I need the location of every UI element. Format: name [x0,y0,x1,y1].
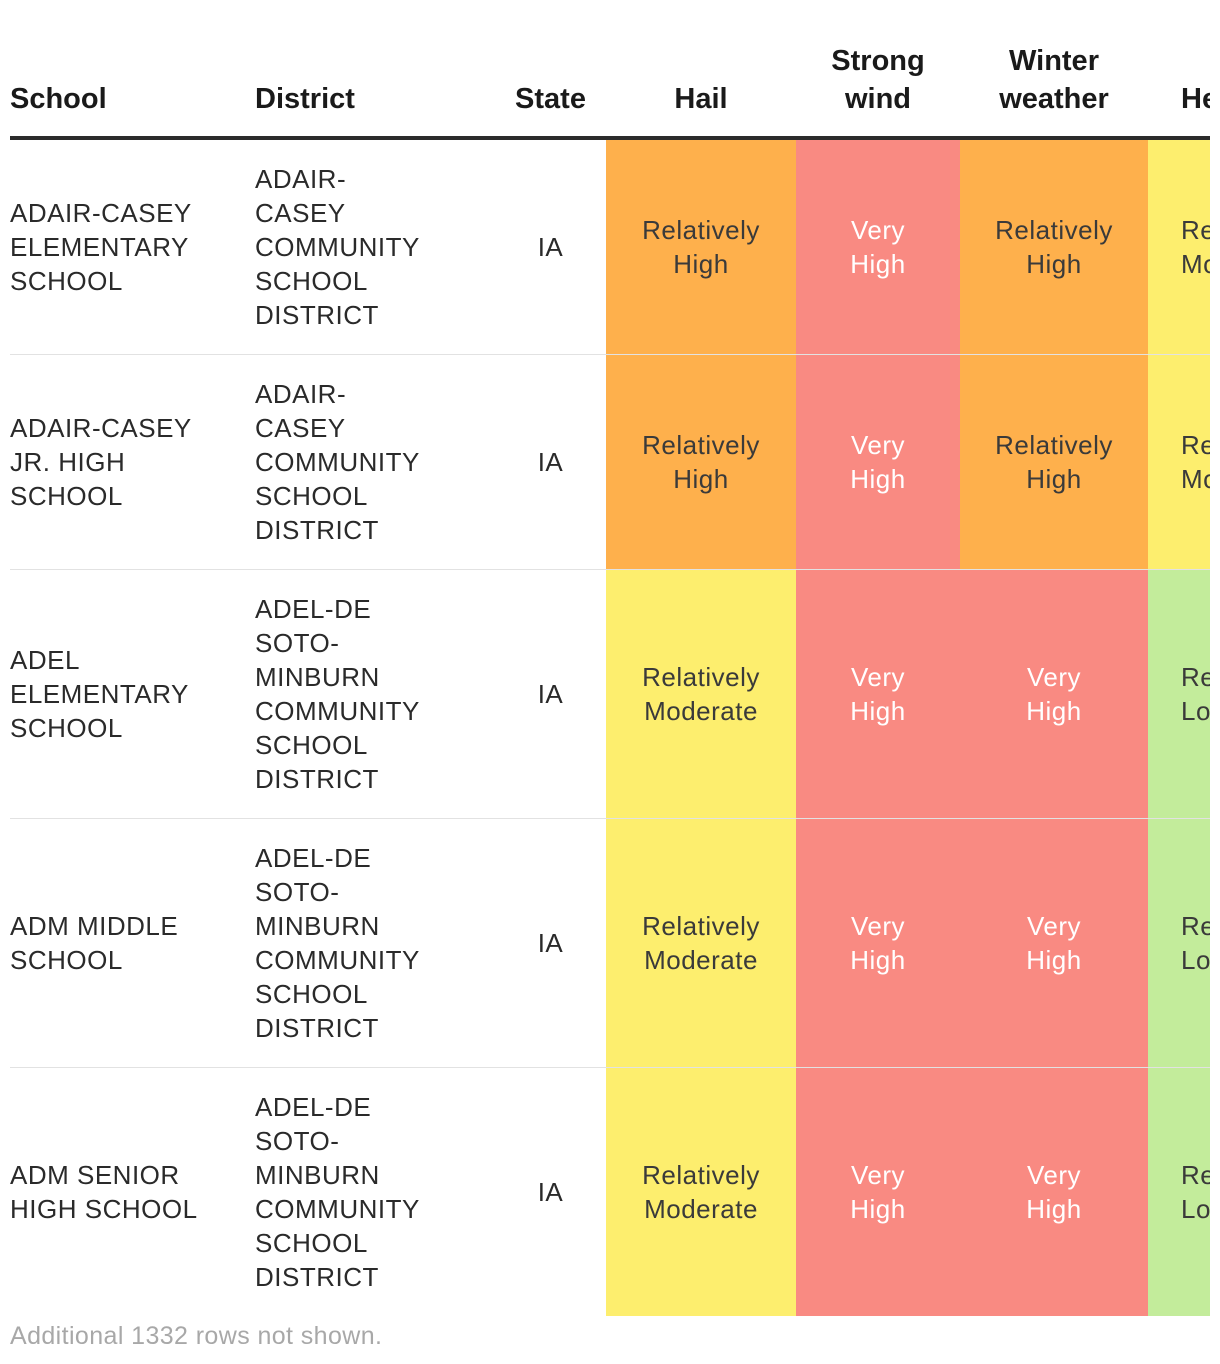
hail-risk-cell: Relatively High [606,138,796,355]
state-cell: IA [537,1177,564,1207]
risk-table-container: School District State Hail Strong wind Wi… [10,0,1210,1316]
table-row: ADM SENIOR HIGH SCHOOL ADEL-DE SOTO-MINB… [10,1067,1210,1316]
winter-risk-cell: Very High [960,569,1148,819]
state-cell: IA [537,679,564,709]
header-winter-weather-line2: weather [999,83,1109,115]
header-heat[interactable]: Heat [1148,0,1210,140]
hail-risk-cell: Relatively Moderate [606,1067,796,1316]
header-district[interactable]: District [255,0,495,140]
winter-risk-cell: Very High [960,1067,1148,1316]
school-cell: ADAIR-CASEY JR. HIGH SCHOOL [10,413,192,511]
state-cell: IA [537,928,564,958]
heat-risk-cell: Relatively Low [1148,1067,1210,1316]
school-cell: ADM MIDDLE SCHOOL [10,911,179,975]
header-state[interactable]: State [495,0,606,140]
wind-risk-cell: Very High [796,569,960,819]
heat-risk-cell: Relatively Low [1148,818,1210,1068]
winter-risk-cell: Relatively High [960,354,1148,570]
school-cell: ADEL ELEMENTARY SCHOOL [10,645,189,743]
wind-risk-cell: Very High [796,354,960,570]
heat-risk-cell: Relatively Moderate [1148,138,1210,355]
wind-risk-cell: Very High [796,138,960,355]
winter-risk-cell: Very High [960,818,1148,1068]
table-row: ADM MIDDLE SCHOOL ADEL-DE SOTO-MINBURN C… [10,818,1210,1068]
wind-risk-cell: Very High [796,818,960,1068]
header-strong-wind-line1: Strong [831,45,925,77]
additional-rows-note: Additional 1332 rows not shown. [10,1322,383,1350]
table-row: ADAIR-CASEY JR. HIGH SCHOOL ADAIR-CASEY … [10,354,1210,570]
state-cell: IA [537,232,564,262]
header-winter-weather-line1: Winter [1009,45,1099,77]
school-risk-table: School District State Hail Strong wind Wi… [10,0,1210,1316]
header-strong-wind[interactable]: Strong wind [796,0,960,140]
district-cell: ADAIR-CASEY COMMUNITY SCHOOL DISTRICT [255,164,420,330]
header-strong-wind-line2: wind [844,83,912,115]
state-cell: IA [537,447,564,477]
school-cell: ADM SENIOR HIGH SCHOOL [10,1160,198,1224]
header-winter-weather[interactable]: Winter weather [960,0,1148,140]
school-cell: ADAIR-CASEY ELEMENTARY SCHOOL [10,198,192,296]
table-row: ADAIR-CASEY ELEMENTARY SCHOOL ADAIR-CASE… [10,138,1210,355]
heat-risk-cell: Relatively Low [1148,569,1210,819]
district-cell: ADEL-DE SOTO-MINBURN COMMUNITY SCHOOL DI… [255,594,420,794]
wind-risk-cell: Very High [796,1067,960,1316]
district-cell: ADEL-DE SOTO-MINBURN COMMUNITY SCHOOL DI… [255,843,420,1043]
hail-risk-cell: Relatively Moderate [606,569,796,819]
header-hail[interactable]: Hail [606,0,796,140]
table-row: ADEL ELEMENTARY SCHOOL ADEL-DE SOTO-MINB… [10,569,1210,819]
winter-risk-cell: Relatively High [960,138,1148,355]
table-header-row: School District State Hail Strong wind Wi… [10,0,1210,140]
header-school[interactable]: School [10,0,255,140]
district-cell: ADEL-DE SOTO-MINBURN COMMUNITY SCHOOL DI… [255,1092,420,1292]
hail-risk-cell: Relatively Moderate [606,818,796,1068]
district-cell: ADAIR-CASEY COMMUNITY SCHOOL DISTRICT [255,379,420,545]
heat-risk-cell: Relatively Moderate [1148,354,1210,570]
hail-risk-cell: Relatively High [606,354,796,570]
